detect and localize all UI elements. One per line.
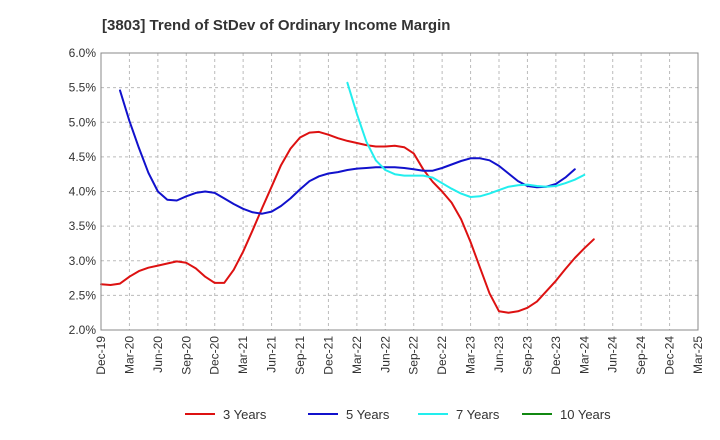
x-tick-label: Dec-24	[663, 336, 677, 375]
x-tick-label: Jun-21	[265, 336, 279, 373]
series-line-7-years	[346, 81, 586, 198]
x-tick-label: Dec-19	[94, 336, 108, 375]
legend: 3 Years 5 Years 7 Years 10 Years	[185, 407, 611, 422]
x-tick-label: Dec-21	[321, 336, 335, 375]
x-tick-label: Sep-23	[520, 336, 534, 375]
x-tick-label: Sep-22	[407, 336, 421, 375]
y-tick-label: 4.5%	[69, 150, 97, 164]
series-line-3-years	[100, 130, 595, 314]
y-tick-label: 4.0%	[69, 185, 97, 199]
x-tick-label: Dec-23	[549, 336, 563, 375]
y-tick-label: 3.5%	[69, 219, 97, 233]
grid	[100, 52, 699, 331]
x-tick-label: Sep-20	[179, 336, 193, 375]
y-tick-label: 5.5%	[69, 81, 97, 95]
x-tick-label: Jun-22	[378, 336, 392, 373]
x-axis: Dec-19 Mar-20 Jun-20 Sep-20 Dec-20 Mar-21 Jun-…	[94, 336, 705, 375]
x-tick-label: Mar-21	[236, 336, 250, 374]
x-tick-label: Mar-23	[464, 336, 478, 374]
plot-border	[100, 52, 699, 331]
legend-label: 7 Years	[456, 407, 500, 422]
x-tick-label: Sep-24	[634, 336, 648, 375]
x-tick-label: Jun-20	[151, 336, 165, 373]
x-tick-label: Mar-24	[577, 336, 591, 374]
series-line-5-years	[119, 89, 576, 215]
x-tick-label: Mar-22	[350, 336, 364, 374]
y-tick-label: 3.0%	[69, 254, 97, 268]
y-tick-label: 6.0%	[69, 46, 97, 60]
x-tick-label: Dec-22	[435, 336, 449, 375]
y-tick-label: 5.0%	[69, 115, 97, 129]
legend-label: 5 Years	[346, 407, 390, 422]
y-tick-label: 2.5%	[69, 288, 97, 302]
legend-label: 3 Years	[223, 407, 267, 422]
x-tick-label: Dec-20	[208, 336, 222, 375]
x-tick-label: Jun-23	[492, 336, 506, 373]
x-tick-label: Mar-25	[691, 336, 705, 374]
chart-title: [3803] Trend of StDev of Ordinary Income…	[102, 17, 450, 34]
y-tick-label: 2.0%	[69, 323, 97, 337]
x-tick-label: Sep-21	[293, 336, 307, 375]
legend-label: 10 Years	[560, 407, 611, 422]
y-axis: 2.0% 2.5% 3.0% 3.5% 4.0% 4.5% 5.0% 5.5% 6.0%	[69, 46, 97, 337]
x-tick-label: Mar-20	[122, 336, 136, 374]
series-lines	[100, 81, 595, 314]
plot-area	[101, 53, 698, 330]
x-tick-label: Jun-24	[606, 336, 620, 373]
